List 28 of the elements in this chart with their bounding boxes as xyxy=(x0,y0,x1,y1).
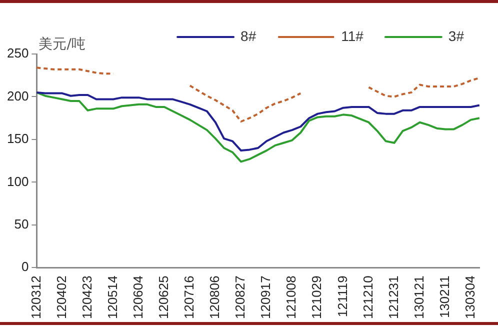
x-tick-label: 121008 xyxy=(284,276,299,320)
x-tick-label: 120402 xyxy=(54,276,69,320)
x-tick-label: 120716 xyxy=(182,276,197,320)
x-tick-label: 120604 xyxy=(130,276,146,320)
y-tick-label: 100 xyxy=(6,174,29,189)
x-tick-label: 120423 xyxy=(79,276,94,320)
y-tick-label: 200 xyxy=(6,88,29,104)
legend-label: 8# xyxy=(240,28,256,44)
x-tick-label: 130304 xyxy=(462,276,478,320)
y-axis-title: 美元/吨 xyxy=(38,36,86,53)
x-tick-label: 120917 xyxy=(258,276,274,320)
legend-label: 3# xyxy=(448,28,464,44)
x-tick-label: 120806 xyxy=(207,276,222,320)
x-tick-label: 120514 xyxy=(104,276,120,320)
x-tick-label: 121029 xyxy=(309,276,324,320)
x-tick-label: 130121 xyxy=(411,276,426,320)
y-tick-label: 0 xyxy=(21,259,29,274)
x-tick-label: 121231 xyxy=(386,276,401,320)
x-tick-label: 120312 xyxy=(28,276,44,320)
x-tick-label: 121210 xyxy=(360,276,376,320)
x-tick-label: 121119 xyxy=(334,276,350,318)
x-tick-label: 130211 xyxy=(436,276,452,318)
x-tick-label: 120827 xyxy=(232,276,248,320)
y-tick-label: 150 xyxy=(6,131,29,146)
legend-label: 11# xyxy=(341,28,364,44)
y-tick-label: 250 xyxy=(6,46,29,61)
y-tick-label: 50 xyxy=(14,216,29,232)
x-tick-label: 120625 xyxy=(156,276,171,320)
